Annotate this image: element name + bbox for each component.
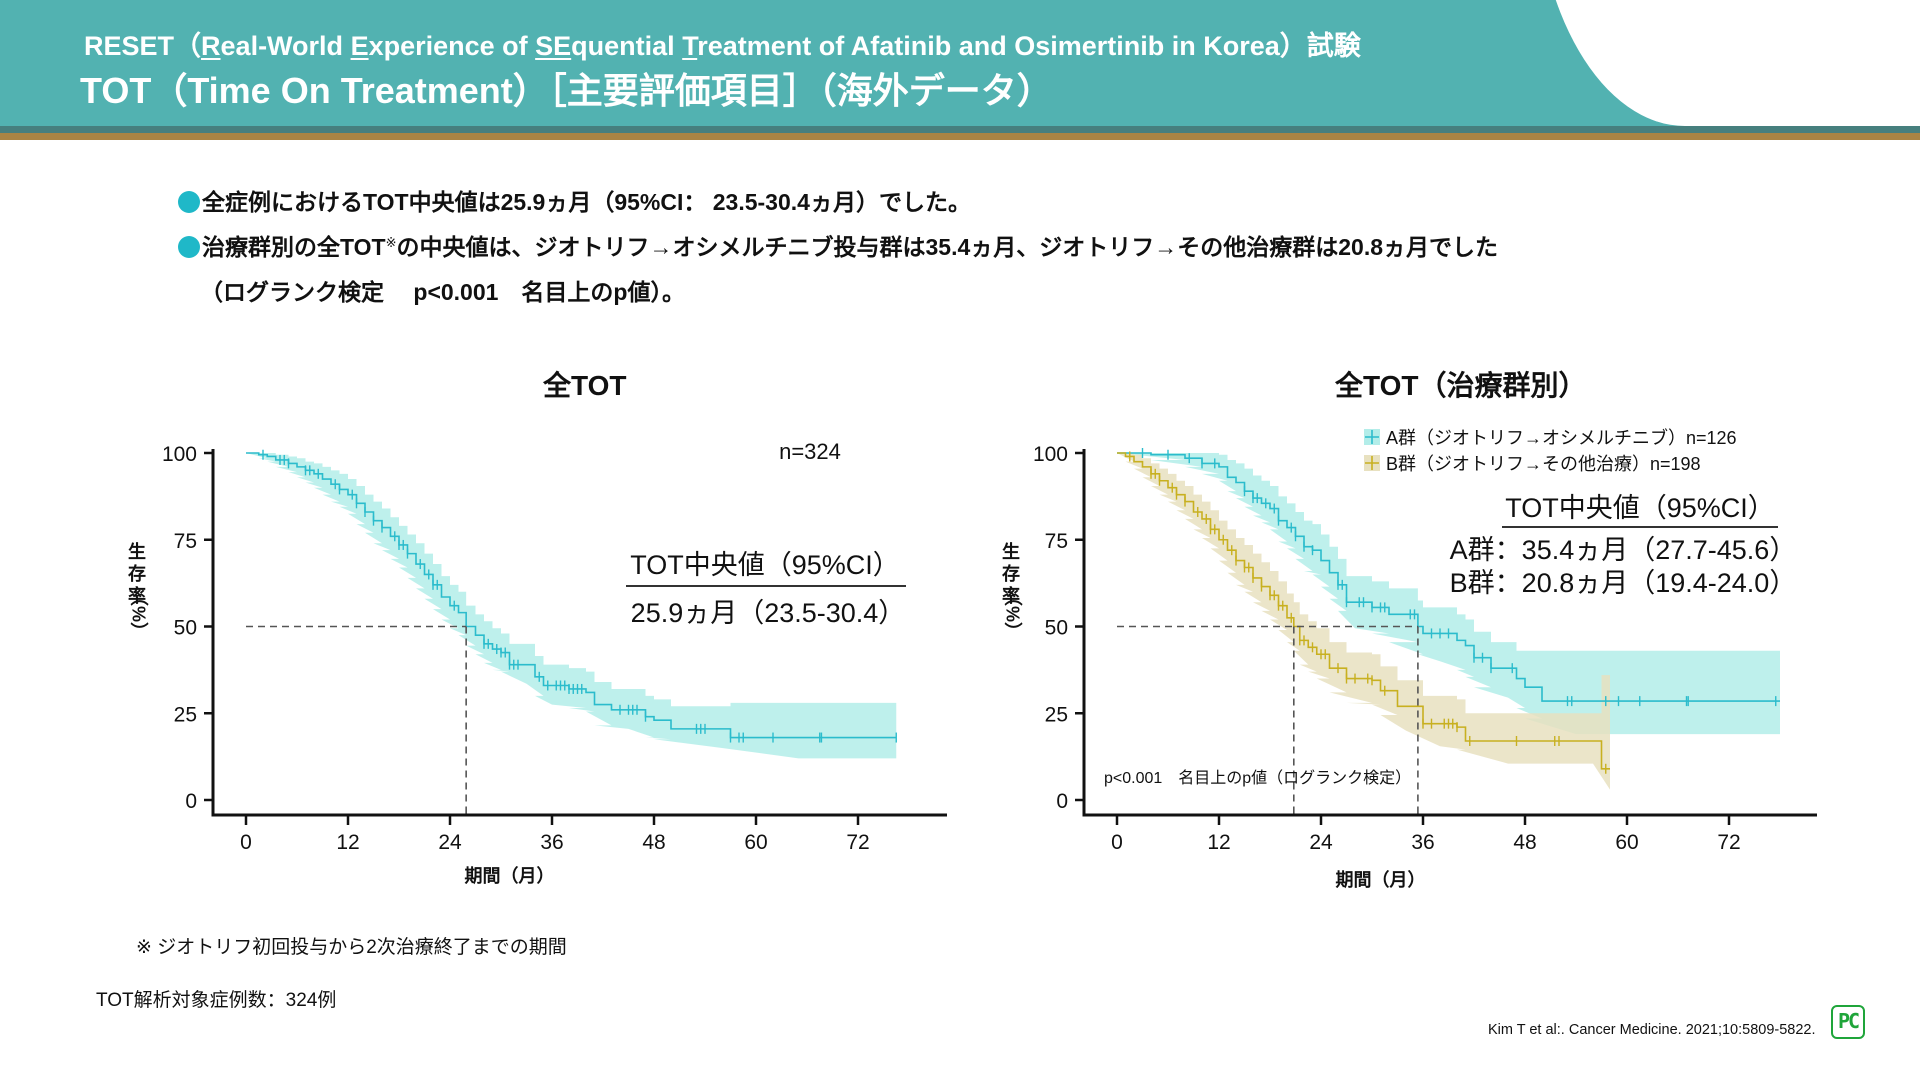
subtitle-text: xperience of <box>368 31 536 61</box>
ci-band-a <box>246 453 897 759</box>
x-tick-label: 72 <box>846 831 869 854</box>
bullet-text: 全症例におけるTOT中央値は25.9ヵ月（95%CI： 23.5-30.4ヵ月）… <box>202 189 971 215</box>
acronym-letter: T <box>682 31 698 61</box>
acronym-letter: SE <box>535 31 572 61</box>
subtitle-text: RESET（ <box>84 31 202 61</box>
y-tick-label: 50 <box>174 617 197 640</box>
bullet-dot-icon <box>178 191 200 213</box>
x-tick-label: 0 <box>1111 831 1123 854</box>
pc-logo-icon: PC <box>1831 1005 1865 1039</box>
y-tick-label: 50 <box>1045 617 1068 640</box>
x-axis-label: 期間（月） <box>1336 870 1426 890</box>
chart-overall <box>204 449 947 825</box>
x-tick-label: 0 <box>240 831 252 854</box>
trial-subtitle: RESET（Real-World Experience of SEquentia… <box>84 24 1361 63</box>
x-tick-label: 60 <box>744 831 767 854</box>
x-tick-label: 48 <box>642 831 665 854</box>
legend-label-a: A群（ジオトリフ→オシメルチニブ）n=126 <box>1386 427 1737 448</box>
legend-plus-icon <box>1365 430 1379 444</box>
ci-band-b <box>1117 453 1610 790</box>
legend-label-b: B群（ジオトリフ→その他治療）n=198 <box>1386 454 1701 474</box>
ci-band-a <box>1117 453 1780 735</box>
acronym-letter: E <box>350 31 369 61</box>
footnote-mark: ※ <box>385 235 397 250</box>
y-axis-label-char: 生 <box>1002 541 1020 562</box>
x-tick-label: 12 <box>1207 831 1230 854</box>
bullet-overall-median: 全症例におけるTOT中央値は25.9ヵ月（95%CI： 23.5-30.4ヵ月）… <box>178 183 971 217</box>
chart-by-group <box>1075 448 1817 825</box>
x-tick-label: 72 <box>1717 831 1740 854</box>
y-axis-label-char: 存 <box>1002 563 1020 584</box>
header-stripe-gold <box>0 133 1920 140</box>
x-tick-label: 36 <box>1411 831 1434 854</box>
header-stripe-dark <box>0 126 1920 133</box>
y-axis-label-char: 率 <box>128 585 146 606</box>
median-box-value-b: B群：20.8ヵ月（19.4-24.0） <box>1450 568 1797 598</box>
footnote-definition: ※ ジオトリフ初回投与から2次治療終了までの期間 <box>136 937 567 958</box>
subtitle-text: quential <box>571 31 683 61</box>
bullet-text: 治療群別の全TOT <box>202 234 386 260</box>
analysis-sample-size: TOT解析対象症例数：324例 <box>96 990 337 1011</box>
x-tick-label: 48 <box>1513 831 1536 854</box>
bullet-dot-icon <box>178 236 200 258</box>
bullet-logrank-note: （ログランク検定 p<0.001 名目上のp値）。 <box>200 279 685 305</box>
median-box-value-a: A群：35.4ヵ月（27.7-45.6） <box>1450 535 1797 565</box>
y-axis-label-char: 存 <box>128 563 146 584</box>
citation: Kim T et al:. Cancer Medicine. 2021;10:5… <box>1488 1022 1816 1038</box>
sample-size-label: n=324 <box>779 439 841 464</box>
pvalue-annotation: p<0.001 名目上のp値（ログランク検定） <box>1104 769 1411 787</box>
y-tick-label: 0 <box>1056 790 1068 813</box>
bullet-group-median: 治療群別の全TOT※の中央値は、ジオトリフ→オシメルチニブ投与群は35.4ヵ月、… <box>178 228 1498 262</box>
subtitle-text: reatment of Afatinib and Osimertinib in … <box>697 31 1361 61</box>
chart-title-overall: 全TOT <box>543 370 627 401</box>
x-tick-label: 36 <box>540 831 563 854</box>
y-axis-label-unit: （%） <box>128 588 148 640</box>
y-axis-label-unit: （%） <box>1002 588 1022 640</box>
x-tick-label: 24 <box>1309 831 1333 854</box>
median-box-header: TOT中央値（95%CI） <box>1505 493 1775 523</box>
y-tick-label: 100 <box>162 443 197 466</box>
x-tick-label: 12 <box>336 831 359 854</box>
y-axis-label-char: 率 <box>1002 585 1020 606</box>
chart-title-by-group: 全TOT（治療群別） <box>1335 370 1587 401</box>
subtitle-text: eal-World <box>220 31 351 61</box>
median-box-header: TOT中央値（95%CI） <box>630 550 900 580</box>
page-title: TOT（Time On Treatment）［主要評価項目］（海外データ） <box>80 70 1053 111</box>
x-tick-label: 60 <box>1615 831 1638 854</box>
y-tick-label: 0 <box>185 790 197 813</box>
y-axis-label-char: 生 <box>128 541 146 562</box>
y-tick-label: 100 <box>1033 443 1068 466</box>
y-tick-label: 25 <box>1045 703 1068 726</box>
acronym-letter: R <box>201 31 221 61</box>
y-tick-label: 75 <box>174 530 197 553</box>
median-box-value: 25.9ヵ月（23.5-30.4） <box>631 598 906 628</box>
y-tick-label: 75 <box>1045 530 1068 553</box>
x-axis-label: 期間（月） <box>465 866 555 886</box>
y-tick-label: 25 <box>174 703 197 726</box>
bullet-text-cont: の中央値は、ジオトリフ→オシメルチニブ投与群は35.4ヵ月、ジオトリフ→その他治… <box>396 234 1499 260</box>
legend-plus-icon <box>1365 456 1379 470</box>
x-tick-label: 24 <box>438 831 462 854</box>
